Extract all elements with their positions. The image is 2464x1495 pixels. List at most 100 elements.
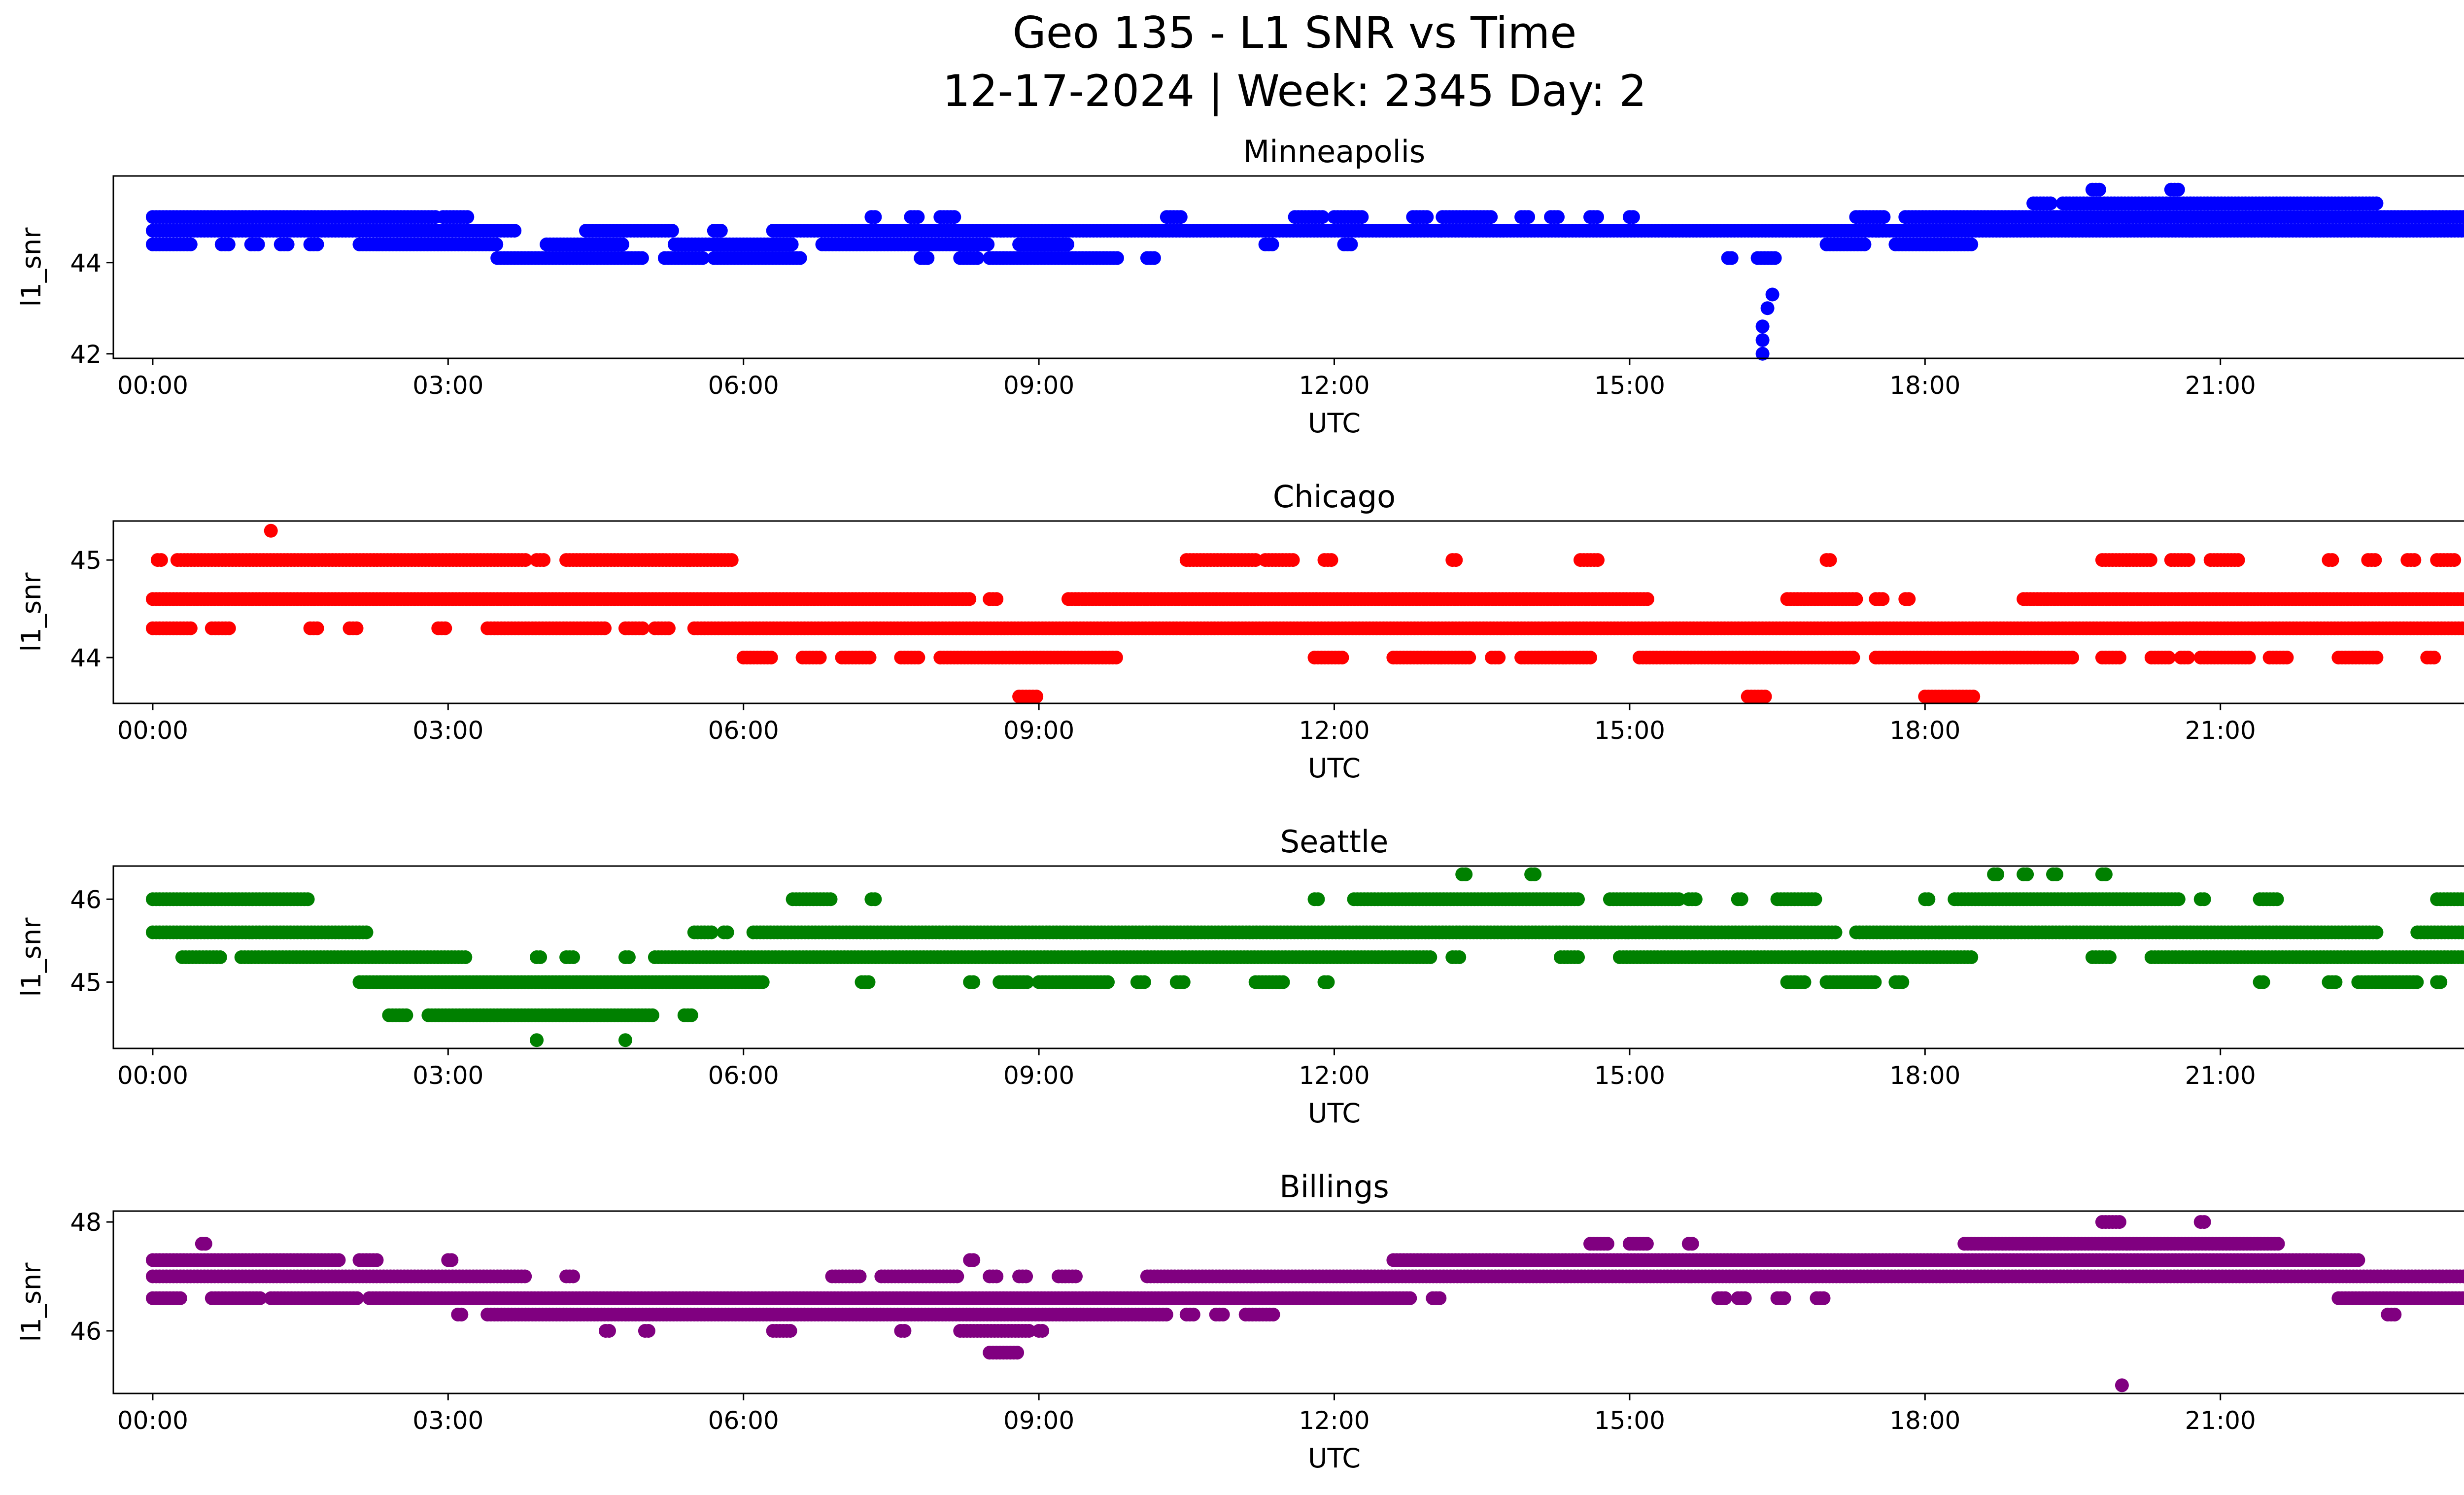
x-tick-label: 21:00 xyxy=(2185,716,2256,745)
data-point xyxy=(1521,210,1536,224)
data-point xyxy=(1355,210,1369,224)
data-point xyxy=(1335,651,1349,664)
data-point xyxy=(1640,592,1654,606)
data-point xyxy=(2065,651,2079,664)
data-point xyxy=(645,1008,659,1022)
x-axis-label: UTC xyxy=(1308,1098,1361,1129)
data-point xyxy=(1868,975,1882,989)
x-tick-label: 12:00 xyxy=(1299,371,1369,400)
chart-title: Billings xyxy=(1279,1169,1389,1205)
data-point xyxy=(1137,975,1151,989)
data-point xyxy=(1849,592,1863,606)
data-point xyxy=(911,210,925,224)
data-point xyxy=(2270,892,2284,906)
figure-title-line1: Geo 135 - L1 SNR vs Time xyxy=(1013,7,1577,58)
data-point xyxy=(2171,182,2185,197)
data-point xyxy=(1423,950,1437,964)
data-point xyxy=(221,237,236,251)
data-point xyxy=(2407,553,2422,567)
data-point xyxy=(1760,301,1775,315)
data-point xyxy=(280,237,295,251)
data-point xyxy=(981,237,995,251)
data-point xyxy=(1758,690,1772,704)
data-point xyxy=(1921,892,1936,906)
data-point xyxy=(1462,651,1476,664)
data-point xyxy=(460,210,475,224)
data-point xyxy=(1109,651,1123,664)
data-point xyxy=(1571,950,1585,964)
data-point xyxy=(2197,892,2211,906)
data-point xyxy=(213,950,227,964)
data-point xyxy=(1755,319,1770,334)
data-point xyxy=(1110,251,1124,265)
data-point xyxy=(2328,975,2343,989)
data-point xyxy=(1734,892,1748,906)
y-axis-label: l1_snr xyxy=(16,572,47,652)
data-point xyxy=(1315,210,1330,224)
data-point xyxy=(1492,651,1506,664)
data-point xyxy=(2368,553,2382,567)
data-point xyxy=(2280,651,2294,664)
x-tick-label: 06:00 xyxy=(708,716,779,745)
x-tick-label: 18:00 xyxy=(1889,371,1960,400)
data-points xyxy=(145,182,2464,361)
x-tick-label: 09:00 xyxy=(1003,716,1074,745)
data-point xyxy=(222,621,236,635)
data-point xyxy=(1101,975,1115,989)
data-point xyxy=(793,251,807,265)
data-point xyxy=(1591,553,1605,567)
data-point xyxy=(1964,237,1979,251)
y-tick-label: 45 xyxy=(70,546,102,575)
x-tick-label: 15:00 xyxy=(1594,716,1665,745)
y-tick-label: 46 xyxy=(70,885,102,914)
data-point xyxy=(1797,975,1812,989)
figure-title-line2: 12-17-2024 | Week: 2345 Day: 2 xyxy=(943,66,1647,117)
data-point xyxy=(1765,287,1780,302)
data-point xyxy=(862,651,877,664)
data-point xyxy=(1061,237,1074,251)
data-point xyxy=(714,224,728,238)
x-tick-label: 03:00 xyxy=(412,716,483,745)
data-point xyxy=(1147,251,1161,265)
x-tick-label: 00:00 xyxy=(117,371,188,400)
axes-frame xyxy=(112,520,2464,704)
data-point xyxy=(1808,892,1822,906)
data-point xyxy=(2325,553,2339,567)
data-points xyxy=(145,523,2464,704)
data-point xyxy=(1823,553,1837,567)
y-tick-label: 44 xyxy=(70,249,102,278)
data-point xyxy=(537,553,551,567)
data-point xyxy=(566,950,581,964)
data-point xyxy=(2020,867,2034,881)
data-point xyxy=(2050,867,2063,881)
y-axis-label: l1_snr xyxy=(16,227,47,307)
data-point xyxy=(530,1033,544,1047)
data-point xyxy=(1551,210,1565,224)
data-point xyxy=(1176,975,1191,989)
data-point xyxy=(1029,690,1044,704)
data-point xyxy=(154,553,168,567)
data-point xyxy=(2044,196,2057,210)
x-tick-label: 03:00 xyxy=(412,371,483,400)
data-point xyxy=(2181,553,2195,567)
data-point xyxy=(764,651,778,664)
data-point xyxy=(785,237,799,251)
data-point xyxy=(1571,892,1585,906)
data-point xyxy=(1964,950,1979,964)
data-point xyxy=(813,651,827,664)
data-points xyxy=(145,867,2464,1047)
data-point xyxy=(704,925,719,939)
x-tick-label: 00:00 xyxy=(117,716,188,745)
data-point xyxy=(310,237,324,251)
data-point xyxy=(1724,251,1739,265)
data-point xyxy=(2462,225,2464,236)
data-point xyxy=(1768,251,1782,265)
data-point xyxy=(990,592,1004,606)
data-point xyxy=(2181,651,2195,664)
chart-title: Chicago xyxy=(1273,479,1396,515)
data-point xyxy=(724,553,739,567)
data-point xyxy=(1902,592,1916,606)
